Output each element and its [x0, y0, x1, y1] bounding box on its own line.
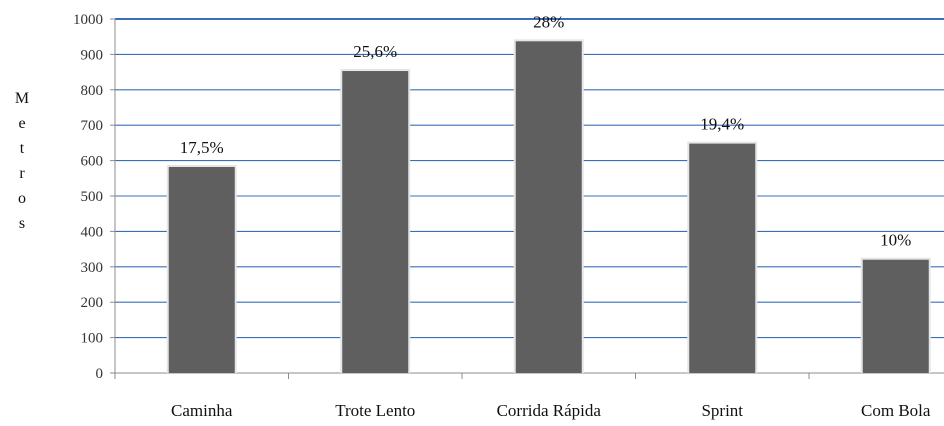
y-tick-label: 300	[81, 260, 104, 276]
y-tick-label: 600	[81, 154, 104, 170]
bars	[166, 39, 931, 374]
x-category-label: Com Bola	[861, 401, 931, 420]
y-tick-label: 200	[81, 295, 104, 311]
y-axis-title-letter: r	[19, 165, 25, 182]
y-axis-title-letter: o	[18, 190, 26, 207]
data-label: 19,4%	[700, 115, 744, 134]
y-axis-title-letter: t	[20, 140, 25, 157]
bar-1	[342, 71, 409, 374]
bar-2	[515, 41, 582, 373]
x-category-label: Sprint	[701, 401, 743, 420]
y-tick-label: 500	[81, 189, 104, 205]
y-tick-label: 400	[81, 224, 104, 240]
y-tick-label: 900	[81, 47, 104, 63]
y-axis-title-letter: M	[15, 90, 29, 107]
y-tick-label: 0	[96, 366, 104, 382]
y-tick-label: 100	[81, 331, 104, 347]
y-tick-label: 1000	[73, 12, 103, 28]
bar-3	[689, 143, 756, 373]
y-tick-label: 800	[81, 83, 104, 99]
bar-4	[862, 259, 929, 373]
data-label: 25,6%	[353, 42, 397, 61]
data-label: 28%	[533, 12, 564, 31]
bar-0	[168, 166, 235, 373]
x-category-label: Corrida Rápida	[497, 401, 602, 420]
y-axis-title-letter: s	[19, 215, 25, 232]
x-category-labels: Caminha Trote Lento Corrida Rápida Sprint Co…	[171, 401, 931, 420]
x-category-label: Trote Lento	[335, 401, 415, 420]
y-axis-title-letter: e	[18, 115, 25, 132]
y-tick-labels: 0 100 200 300 400 500 600 700 800 900 1000	[73, 12, 103, 382]
data-labels: 17,5% 25,6% 28% 19,4% 10%	[180, 12, 912, 249]
y-tick-label: 700	[81, 118, 104, 134]
data-label: 10%	[880, 231, 911, 250]
data-label: 17,5%	[180, 138, 224, 157]
x-category-label: Caminha	[171, 401, 233, 420]
